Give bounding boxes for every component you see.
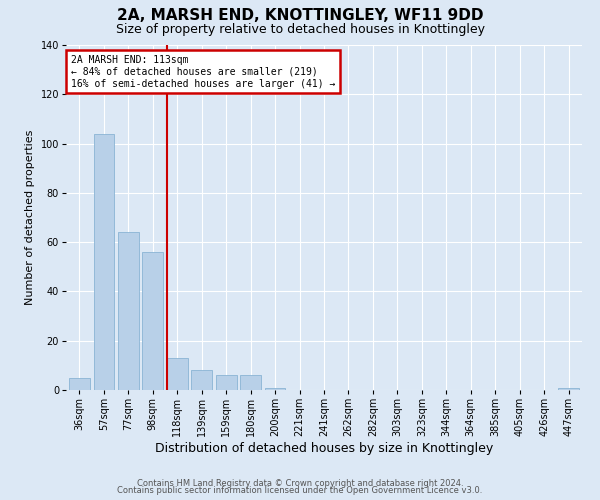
X-axis label: Distribution of detached houses by size in Knottingley: Distribution of detached houses by size … [155,442,493,455]
Bar [558,388,579,390]
Bar [240,375,261,390]
Bar [118,232,139,390]
Bar [142,252,163,390]
Bar [216,375,236,390]
Text: Contains public sector information licensed under the Open Government Licence v3: Contains public sector information licen… [118,486,482,495]
Text: 2A, MARSH END, KNOTTINGLEY, WF11 9DD: 2A, MARSH END, KNOTTINGLEY, WF11 9DD [117,8,483,22]
Bar [69,378,90,390]
Text: 2A MARSH END: 113sqm
← 84% of detached houses are smaller (219)
16% of semi-deta: 2A MARSH END: 113sqm ← 84% of detached h… [71,56,335,88]
Bar [167,358,188,390]
Y-axis label: Number of detached properties: Number of detached properties [25,130,35,305]
Bar [191,370,212,390]
Bar [265,388,286,390]
Text: Contains HM Land Registry data © Crown copyright and database right 2024.: Contains HM Land Registry data © Crown c… [137,478,463,488]
Text: Size of property relative to detached houses in Knottingley: Size of property relative to detached ho… [115,22,485,36]
Bar [94,134,114,390]
